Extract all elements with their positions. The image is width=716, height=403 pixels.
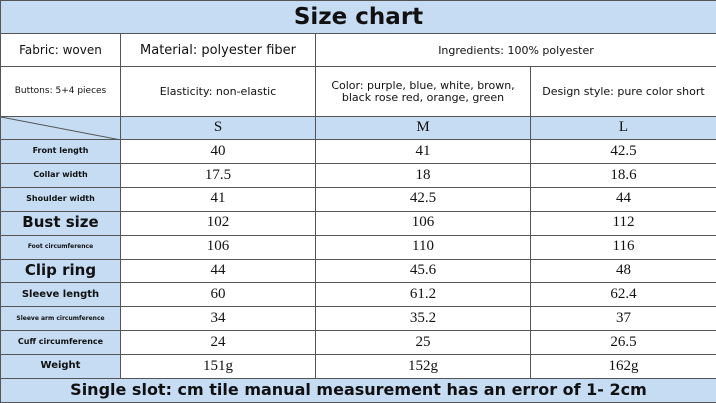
measure-value: 40: [120, 139, 316, 164]
info-row: Fabric: woven Material: polyester fiber …: [0, 33, 716, 68]
measure-value: 35.2: [315, 306, 531, 332]
measure-value: 60: [120, 282, 316, 308]
measure-value: 42.5: [315, 186, 531, 212]
measure-value: 25: [315, 330, 531, 355]
ingredients: Ingredients: 100% polyester: [315, 33, 716, 68]
measure-value: 41: [120, 186, 316, 212]
size-label: M: [315, 116, 531, 141]
measure-value: 18: [315, 163, 531, 188]
buttons: Buttons: 5+4 pieces: [0, 66, 121, 118]
size-label: L: [530, 116, 716, 141]
measure-row: Clip ring 44 45.6 48: [0, 258, 716, 284]
material: Material: polyester fiber: [120, 33, 316, 68]
measure-value: 151g: [120, 354, 316, 379]
title-row: Size chart: [0, 0, 716, 35]
measure-row: Shoulder width 41 42.5 44: [0, 186, 716, 212]
measure-value: 48: [530, 258, 716, 284]
measure-label: Foot circumference: [0, 234, 121, 260]
info-row: Buttons: 5+4 pieces Elasticity: non-elas…: [0, 66, 716, 118]
measure-value: 17.5: [120, 163, 316, 188]
measure-value: 24: [120, 330, 316, 355]
measure-row: Foot circumference 106 110 116: [0, 234, 716, 260]
measure-row: Sleeve arm circumference 34 35.2 37: [0, 306, 716, 332]
measure-label: Bust size: [0, 210, 121, 236]
measure-value: 102: [120, 210, 316, 236]
measure-value: 61.2: [315, 282, 531, 308]
measure-row: Sleeve length 60 61.2 62.4: [0, 282, 716, 308]
measure-label: Weight: [0, 354, 121, 379]
measure-value: 37: [530, 306, 716, 332]
measure-value: 41: [315, 139, 531, 164]
footer-row: Single slot: cm tile manual measurement …: [0, 378, 716, 403]
measure-value: 162g: [530, 354, 716, 379]
measure-row: Cuff circumference 24 25 26.5: [0, 330, 716, 355]
title: Size chart: [0, 0, 716, 35]
measure-value: 110: [315, 234, 531, 260]
measure-value: 44: [120, 258, 316, 284]
measure-row: Bust size 102 106 112: [0, 210, 716, 236]
measure-label: Sleeve arm circumference: [0, 306, 121, 332]
measure-row: Front length 40 41 42.5: [0, 139, 716, 164]
measure-value: 152g: [315, 354, 531, 379]
measure-value: 116: [530, 234, 716, 260]
size-label: S: [120, 116, 316, 141]
measure-value: 45.6: [315, 258, 531, 284]
measure-row: Collar width 17.5 18 18.6: [0, 163, 716, 188]
table-body: Size chart Fabric: woven Material: polye…: [0, 0, 716, 379]
measure-label: Collar width: [0, 163, 121, 188]
measure-label: Sleeve length: [0, 282, 121, 308]
design: Design style: pure color short: [530, 66, 716, 118]
diagonal: [1, 117, 116, 139]
corner-cell: [0, 116, 121, 141]
measure-value: 106: [315, 210, 531, 236]
measure-value: 34: [120, 306, 316, 332]
measure-label: Front length: [0, 139, 121, 164]
measure-label: Clip ring: [0, 258, 121, 284]
fabric: Fabric: woven: [0, 33, 121, 68]
measure-value: 112: [530, 210, 716, 236]
measure-row: Weight 151g 152g 162g: [0, 354, 716, 379]
measure-label: Shoulder width: [0, 186, 121, 212]
measure-value: 106: [120, 234, 316, 260]
measure-label: Cuff circumference: [0, 330, 121, 355]
measure-value: 44: [530, 186, 716, 212]
elasticity: Elasticity: non-elastic: [120, 66, 316, 118]
footer-note: Single slot: cm tile manual measurement …: [0, 378, 716, 403]
color: Color: purple, blue, white, brown, black…: [315, 66, 531, 118]
measure-value: 42.5: [530, 139, 716, 164]
measure-value: 26.5: [530, 330, 716, 355]
measure-value: 18.6: [530, 163, 716, 188]
measure-value: 62.4: [530, 282, 716, 308]
